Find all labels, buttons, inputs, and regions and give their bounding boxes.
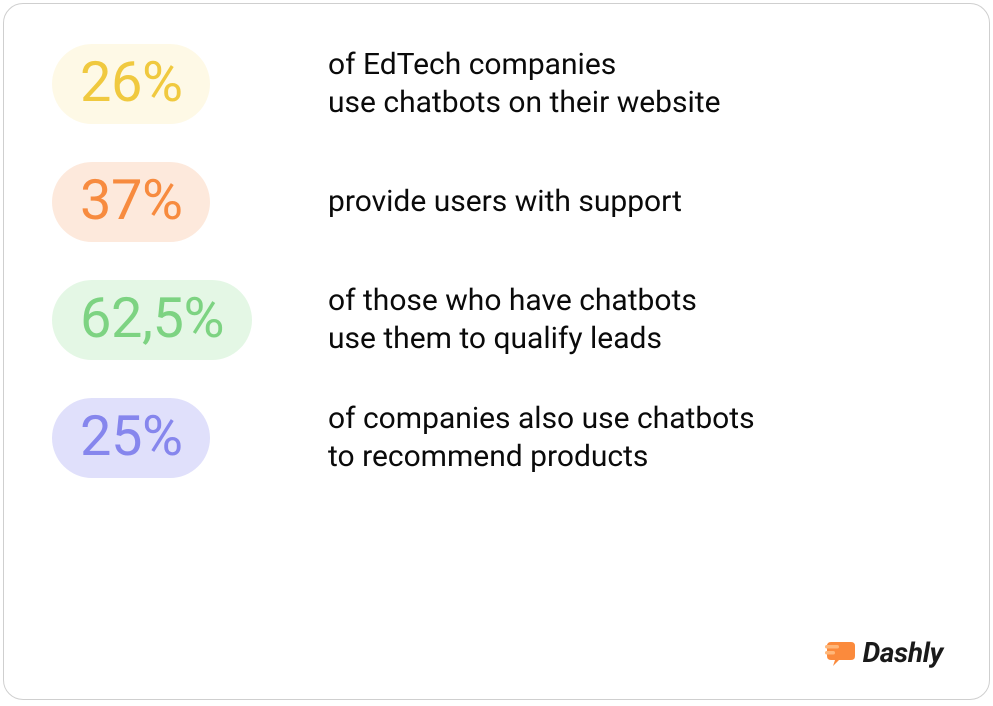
stat-row: 25% of companies also use chatbots to re… [52, 398, 941, 478]
desc-line: of companies also use chatbots [328, 401, 755, 436]
desc-line: of EdTech companies [328, 47, 616, 82]
desc-line: to recommend products [328, 439, 648, 474]
pill-column: 62,5% [52, 280, 300, 360]
stat-description: of EdTech companies use chatbots on thei… [328, 46, 721, 123]
stat-pill: 26% [52, 44, 210, 124]
pill-column: 26% [52, 44, 300, 124]
desc-line: of those who have chatbots [328, 283, 697, 318]
stat-description: of companies also use chatbots to recomm… [328, 400, 755, 477]
stat-value: 62,5% [80, 290, 224, 346]
stat-row: 26% of EdTech companies use chatbots on … [52, 44, 941, 124]
stat-value: 25% [80, 408, 182, 464]
stat-pill: 37% [52, 162, 210, 242]
brand-logo: Dashly [825, 636, 943, 669]
desc-line: provide users with support [328, 184, 682, 219]
stat-description: provide users with support [328, 183, 682, 221]
stats-card: 26% of EdTech companies use chatbots on … [3, 3, 990, 700]
stat-description: of those who have chatbots use them to q… [328, 282, 697, 359]
stat-pill: 62,5% [52, 280, 252, 360]
stat-row: 37% provide users with support [52, 162, 941, 242]
stat-value: 37% [80, 172, 182, 228]
stat-value: 26% [80, 54, 182, 110]
pill-column: 25% [52, 398, 300, 478]
desc-line: use them to qualify leads [328, 321, 662, 356]
stat-row: 62,5% of those who have chatbots use the… [52, 280, 941, 360]
pill-column: 37% [52, 162, 300, 242]
brand-name: Dashly [863, 636, 943, 669]
dashly-icon [825, 640, 855, 666]
stat-pill: 25% [52, 398, 210, 478]
desc-line: use chatbots on their website [328, 85, 721, 120]
